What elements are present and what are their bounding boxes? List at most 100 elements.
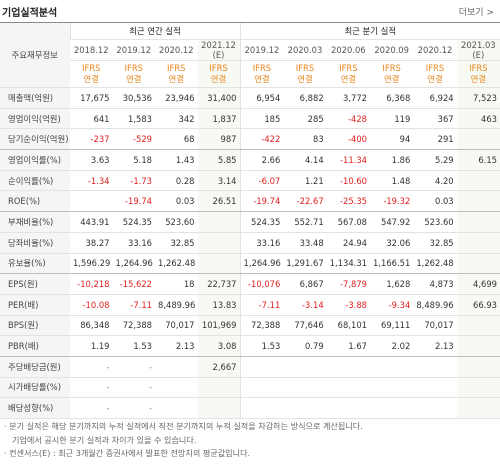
value-cell: -400 (326, 128, 370, 151)
value-cell: 0.03 (413, 190, 457, 213)
value-cell: 70,017 (413, 315, 457, 337)
value-cell: -3.14 (283, 294, 327, 316)
value-cell: - (112, 356, 155, 378)
row-label: 당기순이익(억원) (0, 128, 70, 151)
value-cell: 524.35 (239, 211, 284, 233)
period-header: 2020.09 (369, 39, 414, 61)
value-cell: -7.11 (239, 294, 284, 316)
basis-line: IFRS (252, 63, 272, 73)
value-cell: 0.28 (155, 170, 198, 192)
period-header: 2018.12 (70, 39, 113, 61)
basis-line: 연결 (383, 74, 400, 84)
value-cell: 552.71 (283, 211, 327, 233)
value-cell (456, 335, 500, 357)
value-cell: 3.63 (70, 149, 113, 171)
value-cell: 285 (283, 108, 327, 130)
value-cell: 1,583 (112, 108, 155, 130)
value-cell (283, 397, 327, 419)
period-header: 2020.06 (326, 39, 370, 61)
period-header: 2019.12 (112, 39, 155, 61)
value-cell: 524.35 (112, 211, 155, 233)
value-cell: 6,954 (239, 87, 284, 109)
row-label: 시가배당률(%) (0, 377, 70, 399)
value-cell (456, 356, 500, 378)
value-cell: 33.16 (239, 232, 284, 254)
period-line: 2021.03 (461, 40, 496, 50)
value-cell: 6.15 (456, 149, 500, 171)
value-cell: 33.48 (283, 232, 327, 254)
basis-line: 연결 (470, 74, 487, 84)
data-row: 시가배당률(%) - - (0, 377, 500, 399)
basis-header: IFRS 연결 (413, 60, 457, 88)
value-cell: 72,388 (239, 315, 284, 337)
row-label: 배당성향(%) (0, 397, 70, 419)
value-cell: 17,675 (70, 87, 113, 109)
value-cell: -19.74 (239, 190, 284, 213)
data-row: 순이익률(%) -1.34 -1.73 0.28 3.14 -6.07 1.21 -10.60… (0, 170, 500, 192)
data-row: PER(배) -10.08 -7.11 8,489.96 13.83 -7.11 -3.14… (0, 294, 500, 316)
more-link[interactable]: 더보기 > (458, 8, 494, 18)
value-cell: 70,017 (155, 315, 198, 337)
value-cell: - (112, 397, 155, 419)
value-cell: 1,264.96 (112, 253, 155, 275)
section-title: 기업실적분석 (2, 8, 58, 19)
value-cell: 77,646 (283, 315, 327, 337)
value-cell: 69,111 (369, 315, 414, 337)
value-cell: 291 (413, 128, 457, 151)
row-label: BPS(원) (0, 315, 70, 337)
value-cell (456, 397, 500, 419)
value-cell: 6,867 (283, 273, 327, 295)
value-cell: 523.60 (155, 211, 198, 233)
value-cell (456, 190, 500, 213)
basis-line: 연결 (168, 74, 184, 84)
value-cell: 30,536 (112, 87, 155, 109)
value-cell: 523.60 (413, 211, 457, 233)
value-cell: -428 (326, 108, 370, 130)
basis-line: IFRS (124, 63, 143, 73)
value-cell (369, 397, 414, 419)
value-cell: 68 (155, 128, 198, 151)
basis-header: IFRS 연결 (197, 60, 240, 88)
value-cell: 4.14 (283, 149, 327, 171)
value-cell: 6,924 (413, 87, 457, 109)
value-cell: -529 (112, 128, 155, 151)
value-cell (369, 377, 414, 399)
value-cell: - (70, 356, 113, 378)
basis-header: IFRS 연결 (155, 60, 198, 88)
data-row: 영업이익(억원) 641 1,583 342 1,837 185 285 -428 119 367… (0, 108, 500, 130)
value-cell: - (70, 377, 113, 399)
value-cell: 2,667 (197, 356, 240, 378)
basis-line: IFRS (209, 63, 228, 73)
value-cell: 32.85 (413, 232, 457, 254)
row-label: 영업이익(억원) (0, 108, 70, 130)
value-cell: 2.66 (239, 149, 284, 171)
group-header: 최근 연간 실적 (69, 22, 240, 40)
value-cell: 119 (369, 108, 414, 130)
value-cell (197, 397, 240, 419)
data-row: EPS(원) -10,218 -15,622 18 22,737 -10,076 6,867… (0, 273, 500, 295)
data-row: 배당성향(%) - - (0, 397, 500, 419)
basis-line: 연결 (83, 74, 99, 84)
value-cell (155, 377, 198, 399)
value-cell: 26.51 (197, 190, 240, 213)
basis-header: IFRS 연결 (326, 60, 370, 88)
value-cell: 7,523 (456, 87, 500, 109)
value-cell: 547.92 (369, 211, 414, 233)
data-row: 매출액(억원) 17,675 30,536 23,946 31,400 6,954 6,88… (0, 87, 500, 109)
value-cell: -7.11 (112, 294, 155, 316)
value-cell: 101,969 (197, 315, 240, 337)
value-cell: 2.13 (155, 335, 198, 357)
data-row: 유보율(%) 1,596.29 1,264.96 1,262.48 1,264.96 1,… (0, 253, 500, 275)
data-row: 부채비율(%) 443.91 524.35 523.60 524.35 552.71 567… (0, 211, 500, 233)
value-cell: 367 (413, 108, 457, 130)
row-label: 매출액(억원) (0, 87, 70, 109)
value-cell: 3.14 (197, 170, 240, 192)
data-row: 주당배당금(원) - -2,667 (0, 356, 500, 378)
basis-line: IFRS (382, 63, 401, 73)
value-cell: 6,882 (283, 87, 327, 109)
value-cell: 32.85 (155, 232, 198, 254)
row-label: PBR(배) (0, 335, 70, 357)
basis-line: IFRS (82, 63, 101, 73)
